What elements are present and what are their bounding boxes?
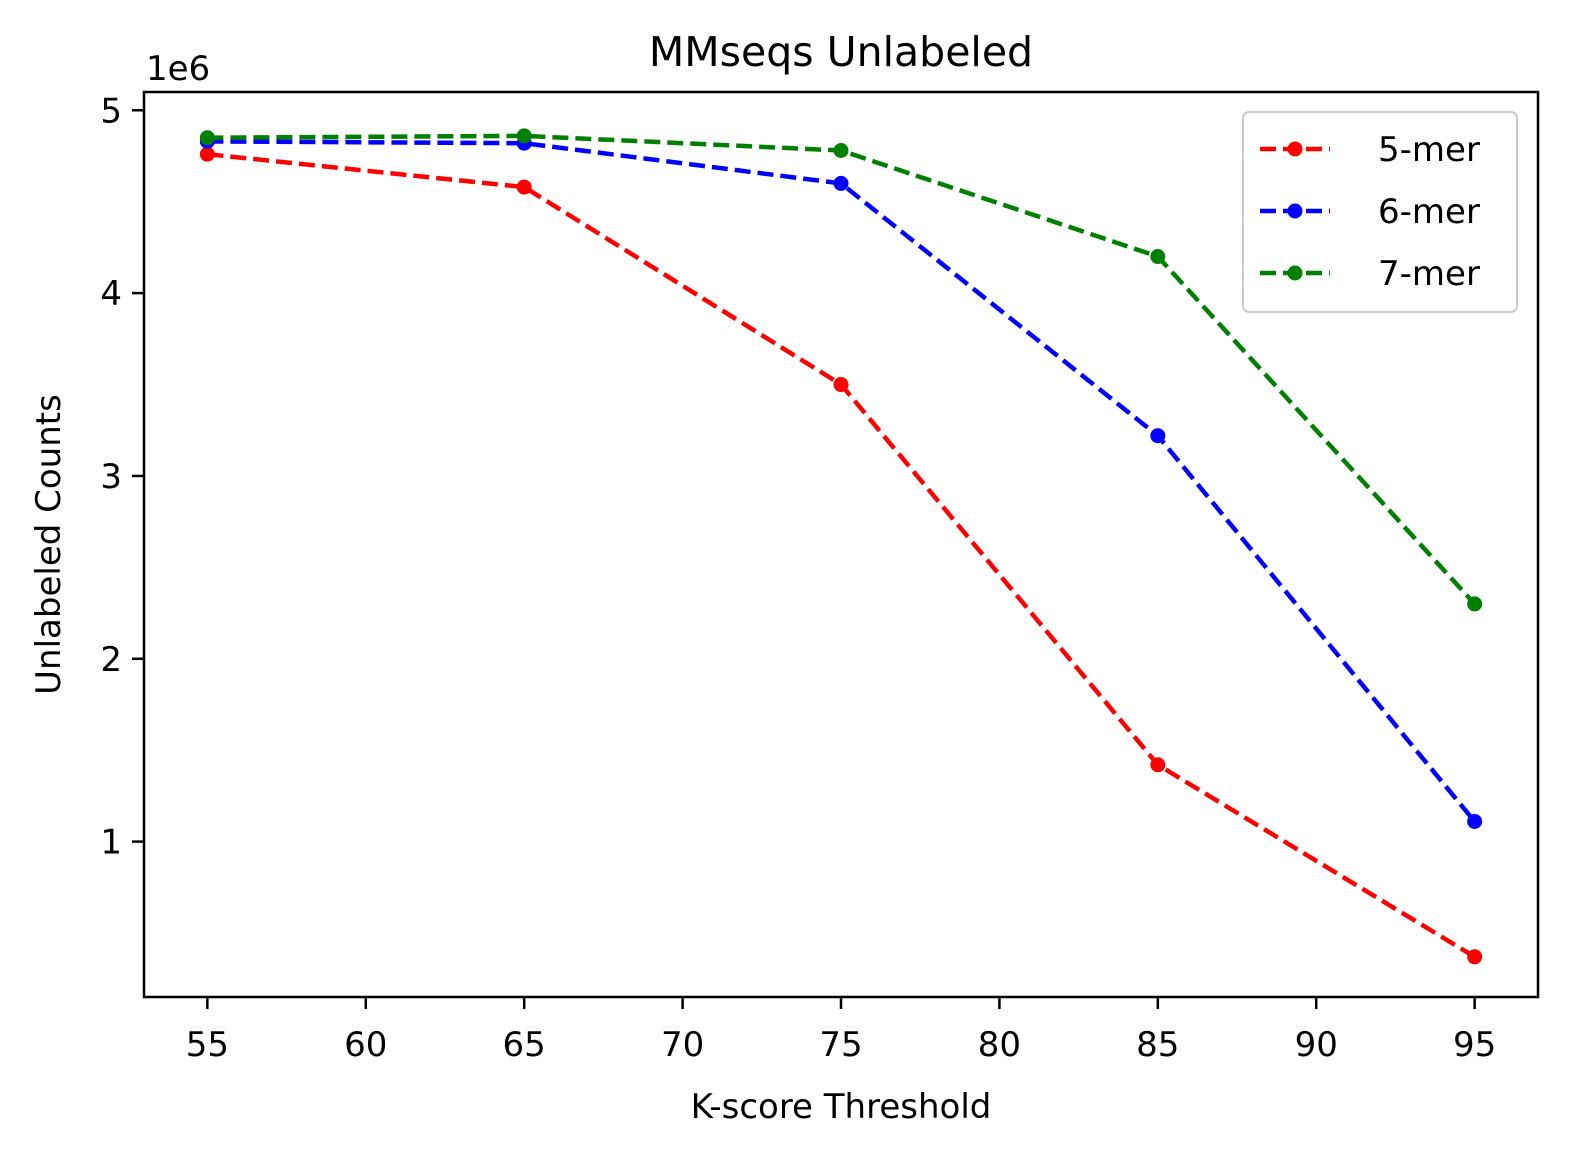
y-tick-label-5: 5 [100,91,122,131]
data-point-7-mer-85 [1150,249,1166,265]
data-point-5-mer-95 [1467,949,1483,965]
legend: 5-mer 6-mer 7-mer [1242,111,1518,313]
x-tick-label-70: 70 [661,1025,704,1065]
data-point-5-mer-65 [516,179,532,195]
legend-label-6-mer: 6-mer [1378,192,1480,232]
x-tick-label-60: 60 [344,1025,387,1065]
axes: 55 60 65 70 75 80 85 90 95 1 2 3 4 5 [100,90,1540,1065]
data-point-7-mer-55 [199,130,215,146]
x-tick-label-75: 75 [819,1025,862,1065]
legend-marker-7-mer [1287,265,1303,281]
plot-area [199,128,1483,965]
y-tick-label-4: 4 [100,274,122,314]
legend-marker-5-mer [1287,141,1303,157]
y-tick-label-2: 2 [100,640,122,680]
data-point-6-mer-95 [1467,813,1483,829]
data-point-7-mer-65 [516,128,532,144]
data-point-5-mer-85 [1150,757,1166,773]
x-tick-label-55: 55 [186,1025,229,1065]
y-tick-label-3: 3 [100,457,122,497]
data-point-7-mer-95 [1467,596,1483,612]
data-point-6-mer-75 [833,175,849,191]
data-point-5-mer-75 [833,377,849,393]
x-tick-label-85: 85 [1136,1025,1179,1065]
legend-label-5-mer: 5-mer [1378,130,1480,170]
legend-box [1242,111,1518,313]
x-tick-label-90: 90 [1295,1025,1338,1065]
legend-marker-6-mer [1287,203,1303,219]
chart-title: MMseqs Unlabeled [649,28,1033,76]
data-point-6-mer-85 [1150,428,1166,444]
y-axis-offset-label: 1e6 [146,49,210,89]
data-point-5-mer-55 [199,146,215,162]
y-tick-label-1: 1 [100,823,122,863]
x-tick-label-80: 80 [978,1025,1021,1065]
y-axis-label: Unlabeled Counts [29,394,69,695]
x-tick-label-95: 95 [1453,1025,1496,1065]
x-axis-label: K-score Threshold [691,1087,992,1127]
legend-label-7-mer: 7-mer [1378,254,1480,294]
data-point-7-mer-75 [833,143,849,159]
x-tick-label-65: 65 [503,1025,546,1065]
